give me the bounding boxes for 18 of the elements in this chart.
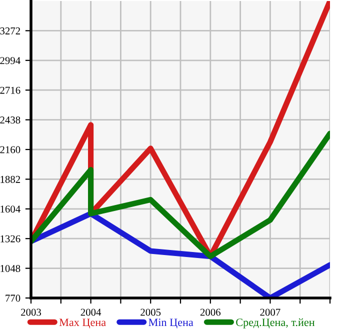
y-tick-label: 2438 [0,116,20,124]
x-tick-label: 2007 [260,308,280,316]
y-tick-label: 770 [6,294,20,302]
y-tick-label: 1326 [0,235,20,242]
x-tick-label: 2004 [80,308,102,316]
x-tick-label: 2006 [200,308,221,316]
legend-label: Max Цена [59,318,106,328]
y-tick-label: 3272 [0,27,20,34]
y-tick-label: 2716 [0,86,20,94]
x-tick-label: 2005 [140,308,161,316]
legend-label: Сред.Цена, т.йен [236,318,315,328]
y-tick-label: 2160 [0,146,20,154]
y-tick-label: 1882 [0,176,20,183]
y-tick-label: 1604 [0,206,20,213]
y-tick-label: 2994 [0,57,20,64]
x-tick-label: 2003 [21,308,42,316]
y-tick-label: 1048 [0,264,20,272]
legend-label: Min Цена [148,318,194,328]
